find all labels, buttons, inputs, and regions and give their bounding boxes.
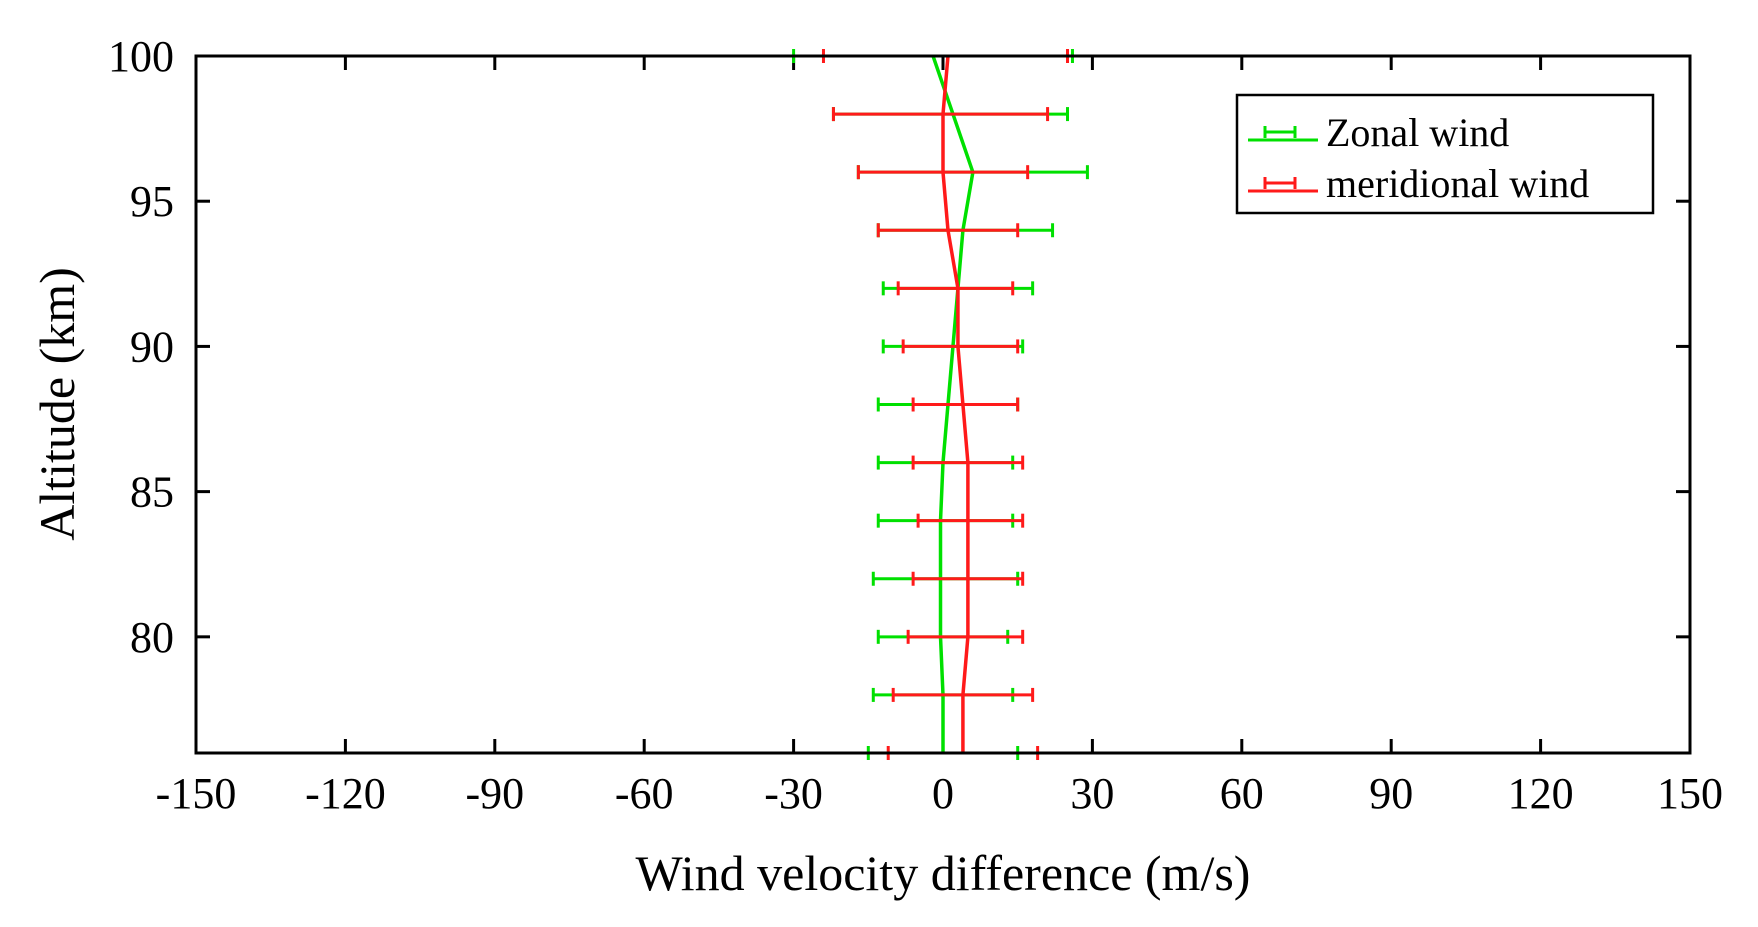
x-tick-label: 120 [1508,769,1574,818]
meridional-legend-sample [1248,177,1318,193]
meridional-legend-label: meridional wind [1326,161,1589,206]
zonal-legend-sample [1248,126,1318,142]
x-tick-label: 90 [1369,769,1413,818]
y-tick-label: 95 [130,177,174,226]
x-tick-labels: -150 -120 -90 -60 -30 0 30 60 90 120 150 [156,769,1723,818]
y-tick-label: 90 [130,322,174,371]
x-tick-label: 30 [1070,769,1114,818]
x-tick-label: 60 [1220,769,1264,818]
meridional-wind-series [831,56,1050,753]
x-tick-label: -150 [156,769,237,818]
x-tick-label: 150 [1657,769,1723,818]
legend: Zonal wind meridional wind [1235,93,1655,215]
y-tick-labels: 80 85 90 95 100 [108,32,174,662]
x-tick-label: -90 [465,769,524,818]
plot-frame [194,54,1692,755]
x-axis-title: Wind velocity difference (m/s) [636,845,1251,901]
y-tick-label: 85 [130,468,174,517]
x-tick-label: -120 [305,769,386,818]
y-tick-label: 100 [108,32,174,81]
x-tick-label: -60 [615,769,674,818]
x-tick-label: -30 [764,769,823,818]
meridional-wind-line [941,56,970,753]
zonal-legend-label: Zonal wind [1326,110,1509,155]
y-axis-title: Altitude (km) [29,267,85,541]
series-layer [831,56,1089,753]
x-tick-label: 0 [932,769,954,818]
legend-box [1235,93,1655,215]
y-tick-label: 80 [130,613,174,662]
